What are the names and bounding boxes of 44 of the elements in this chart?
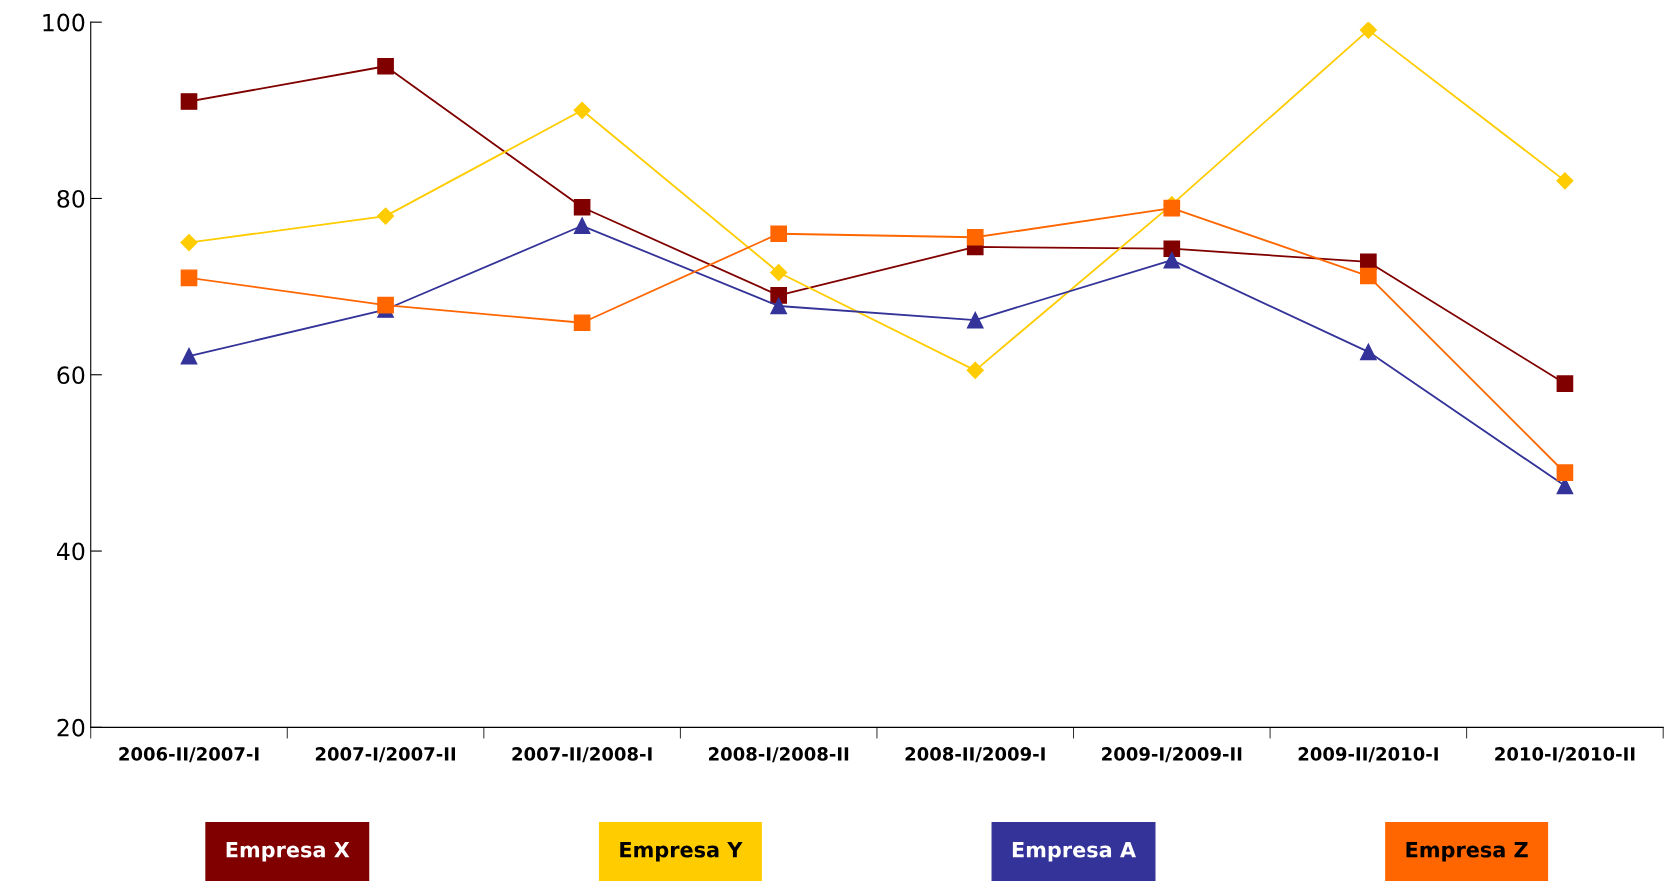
x-tick-label: 2008-II/2009-I [905,747,1045,763]
x-tick-label: 2009-I/2009-II [1102,747,1242,763]
point [573,101,591,119]
x-tick-label: 2007-II/2008-I [512,747,652,763]
point [180,93,198,110]
x-tick-label: 2009-II/2010-I [1298,747,1438,763]
y-tick-label: 80 [57,189,85,208]
point [1359,22,1377,39]
text: Empresa Z [1406,842,1528,862]
point [377,207,395,225]
x-tick-label: 2010-I/2010-II [1495,747,1635,763]
point [1163,199,1181,217]
y-tick-label: 20 [57,718,85,737]
point [573,314,591,332]
y-tick-label: 60 [57,366,85,385]
point [1360,343,1377,361]
point [770,225,788,243]
point [180,233,198,252]
point [1163,240,1181,258]
y-tick-label: 40 [56,542,85,561]
point [180,269,198,287]
point [966,311,984,329]
point [770,263,788,282]
point [770,287,788,304]
point [1556,172,1574,190]
point [1556,375,1574,392]
point [377,296,394,314]
x-tick-label: 2008-I/2008-II [708,747,849,763]
point [966,228,984,246]
text: Empresa X [226,842,350,862]
point [180,347,198,365]
point [377,57,394,75]
y-tick-label: 100 [43,13,85,32]
point [1360,267,1377,285]
point [1556,464,1574,481]
point [573,217,591,235]
text: Empresa A [1012,842,1136,862]
text: Empresa Y [620,842,743,862]
point [1163,251,1181,269]
point [573,198,591,216]
x-tick-label: 2007-I/2007-II [315,747,456,763]
point [770,297,788,315]
point [966,361,984,379]
x-tick-label: 2006-II/2007-I [119,747,259,763]
